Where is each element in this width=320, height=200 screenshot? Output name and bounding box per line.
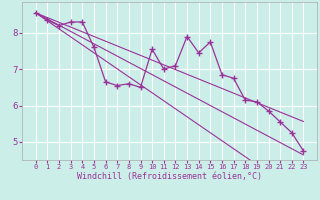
X-axis label: Windchill (Refroidissement éolien,°C): Windchill (Refroidissement éolien,°C)	[77, 172, 262, 181]
